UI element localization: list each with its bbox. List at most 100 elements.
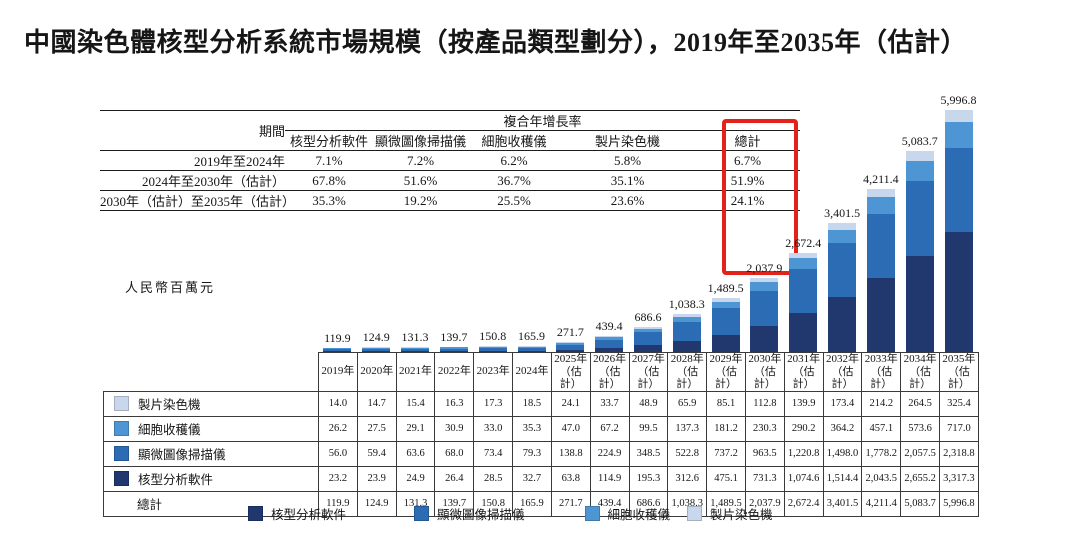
year-column-header: 2022年 [434,352,475,392]
cagr-period-header: 期間 [100,110,285,151]
bar-segment [905,181,934,256]
year-label-line: 2034年 [903,353,937,365]
year-label-line: （估計） [559,365,582,391]
year-column-header: 2023年 [473,352,514,392]
bar-total-label: 439.4 [595,319,623,334]
bar-segment [633,344,662,352]
value-cell: 23.2 [318,465,358,492]
value-cell: 717.0 [939,415,979,442]
year-label-line: 2027年 [631,353,665,365]
value-cell: 312.6 [667,465,708,492]
bar-total-label: 4,211.4 [863,172,899,187]
year-label-line: 2028年 [670,353,704,365]
year-label-line: 2032年 [825,353,859,365]
value-cell: 26.4 [434,465,475,492]
bar-total-label: 686.6 [634,309,662,324]
legend-color-swatch [687,506,703,521]
bar-segment [711,301,740,309]
bar-total-label: 1,038.3 [668,297,705,312]
total-value-cell: 2,672.4 [783,490,824,517]
total-row: 總計 119.9 124.9 131.3 139.7 150.8 165.9 271.7 439… [103,490,979,517]
year-header-row: 2019年 2020年 2021年 2022年 2023年 2024年 2025年 （估計） 2… [104,352,979,392]
cagr-value-cell: 51.9% [695,170,801,191]
value-cell: 33.0 [473,415,514,442]
year-column-header: 2026年 （估計） [589,352,630,392]
bar-segment [866,213,895,278]
cagr-period-cell: 2019年至2024年 [100,150,285,171]
cagr-group-header: 複合年增長率 [285,110,801,131]
year-label-line: 2025年 [554,353,588,365]
bar-segment [944,110,973,122]
bar-segment [672,340,701,352]
year-label-line: 2030年 [748,353,782,365]
value-cell: 56.0 [318,440,358,467]
value-cell: 1,498.0 [822,440,863,467]
year-column-header: 2027年 （估計） [628,352,669,392]
value-cell: 325.4 [939,390,979,417]
bar-segment [866,197,895,214]
market-size-data-table: 2019年 2020年 2021年 2022年 2023年 2024年 2025年 （估計） 2… [103,352,979,517]
value-cell: 48.9 [628,390,669,417]
value-cell: 32.7 [512,465,552,492]
table-row: 顯微圖像掃描儀 56.0 59.4 63.6 68.0 73.4 79.3 138.8 224.… [103,440,979,467]
legend-color-swatch [584,506,600,521]
value-cell: 114.9 [589,465,630,492]
bar-segment [323,348,352,350]
value-cell: 290.2 [783,415,824,442]
bar-total-label: 5,083.7 [901,134,938,149]
bar-segment [362,348,391,352]
bar-total-label: 5,996.8 [940,93,977,108]
bar-segment [789,253,818,259]
figure-title: 中國染色體核型分析系統市場規模（按產品類型劃分），2019年至2035年（估計） [24,28,968,57]
row-label: 細胞收穫儀 [138,423,201,438]
year-column-header: 2030年 （估計） [744,352,785,392]
table-corner-blank [104,353,319,392]
legend-color-swatch [248,506,263,521]
total-value-cell: 5,996.8 [939,490,979,517]
unit-label: 人民幣百萬元 [125,280,216,295]
bar [595,336,624,352]
bar [633,326,662,352]
bar-segment [944,147,973,232]
bar [789,253,818,352]
bar-segment [556,342,585,343]
bar-segment [439,347,468,349]
cagr-value-cell: 7.1% [285,150,373,171]
year-column-header: 2031年 （估計） [783,352,824,392]
series-color-swatch [114,471,129,487]
year-column-header: 2032年 （估計） [822,352,863,392]
value-cell: 65.9 [667,390,708,417]
legend-item: 製片染色機 [687,504,773,523]
cagr-value-cell: 6.2% [468,150,560,171]
bar-segment [944,122,973,148]
legend-item: 顯微圖像掃描儀 [414,504,525,523]
cagr-value-cell: 35.1% [560,170,695,191]
value-cell: 28.5 [473,465,514,492]
year-label-line: 2035年 [942,353,976,365]
value-cell: 2,655.2 [900,465,940,492]
bar-segment [595,339,624,348]
bar-segment [905,151,934,161]
year-label-line: （估計） [870,365,893,391]
value-cell: 214.2 [861,390,902,417]
bar-segment [672,316,701,322]
year-label-line: （估計） [947,365,970,391]
value-cell: 27.5 [356,415,397,442]
cagr-column-header: 細胞收穫儀 [468,130,560,151]
cagr-data-row: 2024年至2030年（估計） 67.8% 51.6% 36.7% 35.1% 51.9% [100,170,801,191]
value-cell: 30.9 [434,415,475,442]
bar-total-label: 139.7 [440,329,468,344]
year-column-header: 2020年 [356,352,397,392]
value-cell: 14.0 [318,390,358,417]
bar-segment [828,242,857,298]
bar-segment [672,314,701,317]
total-value-cell: 139.7 [434,490,475,517]
value-cell: 522.8 [667,440,708,467]
year-label-line: 2029年 [709,353,743,365]
cagr-period-cell: 2030年（估計）至2035年（估計） [100,190,295,211]
bar-segment [556,344,585,350]
bar-segment [439,348,468,351]
bar-segment [517,346,546,348]
bar-segment [711,298,740,302]
cagr-data-row: 2030年（估計）至2035年（估計） 35.3% 19.2% 25.5% 23.6% 2… [100,190,801,211]
